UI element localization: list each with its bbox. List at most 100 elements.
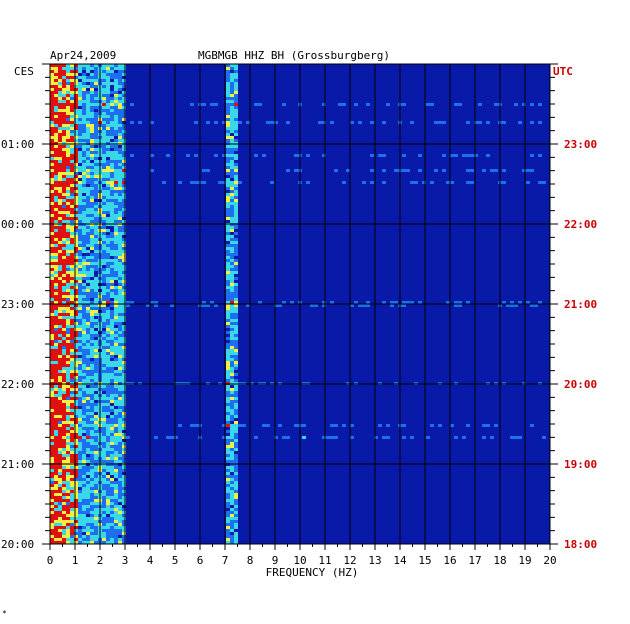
- heatmap-cell: [86, 244, 90, 247]
- heatmap-cell: [234, 106, 238, 109]
- heatmap-cell: [90, 511, 94, 514]
- heatmap-cell: [86, 493, 90, 496]
- heatmap-cell: [234, 127, 238, 130]
- heatmap-cell: [102, 436, 106, 439]
- heatmap-cell: [370, 169, 374, 172]
- heatmap-cell: [106, 280, 110, 283]
- heatmap-cell: [226, 151, 230, 154]
- heatmap-cell: [230, 274, 234, 277]
- heatmap-cell: [230, 166, 234, 169]
- heatmap-cell: [102, 178, 106, 181]
- heatmap-cell: [74, 226, 78, 229]
- heatmap-cell: [50, 430, 54, 433]
- heatmap-cell: [110, 466, 114, 469]
- heatmap-cell: [226, 439, 230, 442]
- heatmap-cell: [230, 85, 234, 88]
- heatmap-cell: [78, 454, 82, 457]
- heatmap-cell: [90, 385, 94, 388]
- heatmap-cell: [78, 412, 82, 415]
- heatmap-cell: [234, 157, 238, 160]
- y-left-tick-label: 01:00: [1, 138, 34, 151]
- heatmap-cell: [66, 214, 70, 217]
- heatmap-cell: [58, 430, 62, 433]
- heatmap-cell: [50, 442, 54, 445]
- heatmap-cell: [102, 349, 106, 352]
- heatmap-cell: [154, 436, 158, 439]
- heatmap-cell: [62, 367, 66, 370]
- heatmap-cell: [110, 244, 114, 247]
- heatmap-cell: [102, 415, 106, 418]
- heatmap-cell: [62, 445, 66, 448]
- heatmap-cell: [114, 481, 118, 484]
- heatmap-cell: [118, 163, 122, 166]
- heatmap-cell: [230, 322, 234, 325]
- heatmap-cell: [54, 442, 58, 445]
- heatmap-cell: [66, 226, 70, 229]
- heatmap-cell: [66, 232, 70, 235]
- heatmap-cell: [106, 286, 110, 289]
- heatmap-cell: [118, 130, 122, 133]
- heatmap-cell: [226, 511, 230, 514]
- heatmap-cell: [58, 91, 62, 94]
- heatmap-cell: [94, 121, 98, 124]
- heatmap-cell: [66, 520, 70, 523]
- heatmap-cell: [114, 229, 118, 232]
- heatmap-cell: [94, 166, 98, 169]
- heatmap-cell: [70, 430, 74, 433]
- heatmap-cell: [102, 433, 106, 436]
- heatmap-cell: [170, 436, 174, 439]
- heatmap-cell: [118, 481, 122, 484]
- heatmap-cell: [102, 493, 106, 496]
- heatmap-cell: [74, 394, 78, 397]
- heatmap-cell: [226, 424, 230, 427]
- heatmap-cell: [54, 181, 58, 184]
- heatmap-cell: [90, 91, 94, 94]
- heatmap-cell: [62, 253, 66, 256]
- heatmap-cell: [230, 187, 234, 190]
- heatmap-cell: [122, 154, 126, 157]
- heatmap-cell: [122, 133, 126, 136]
- heatmap-cell: [66, 424, 70, 427]
- heatmap-cell: [402, 154, 406, 157]
- heatmap-cell: [50, 487, 54, 490]
- heatmap-cell: [110, 199, 114, 202]
- heatmap-cell: [82, 220, 86, 223]
- heatmap-cell: [66, 487, 70, 490]
- heatmap-cell: [54, 64, 58, 67]
- heatmap-cell: [54, 262, 58, 265]
- heatmap-cell: [234, 124, 238, 127]
- heatmap-cell: [50, 274, 54, 277]
- heatmap-cell: [122, 316, 126, 319]
- heatmap-cell: [54, 451, 58, 454]
- heatmap-cell: [86, 229, 90, 232]
- heatmap-cell: [106, 259, 110, 262]
- heatmap-cell: [78, 193, 82, 196]
- heatmap-cell: [94, 91, 98, 94]
- heatmap-cell: [118, 328, 122, 331]
- heatmap-cell: [74, 328, 78, 331]
- heatmap-cell: [110, 166, 114, 169]
- heatmap-cell: [126, 304, 130, 307]
- heatmap-cell: [86, 346, 90, 349]
- heatmap-cell: [106, 73, 110, 76]
- heatmap-cell: [86, 466, 90, 469]
- heatmap-cell: [114, 520, 118, 523]
- heatmap-cell: [58, 472, 62, 475]
- heatmap-cell: [226, 127, 230, 130]
- heatmap-cell: [94, 430, 98, 433]
- heatmap-cell: [110, 316, 114, 319]
- heatmap-cell: [106, 397, 110, 400]
- heatmap-cell: [114, 508, 118, 511]
- heatmap-cell: [94, 133, 98, 136]
- heatmap-cell: [122, 214, 126, 217]
- heatmap-cell: [70, 526, 74, 529]
- heatmap-cell: [426, 103, 430, 106]
- heatmap-cell: [50, 379, 54, 382]
- heatmap-cell: [494, 169, 498, 172]
- heatmap-cell: [86, 292, 90, 295]
- heatmap-cell: [70, 139, 74, 142]
- heatmap-cell: [110, 325, 114, 328]
- heatmap-cell: [122, 130, 126, 133]
- heatmap-cell: [62, 151, 66, 154]
- heatmap-cell: [50, 373, 54, 376]
